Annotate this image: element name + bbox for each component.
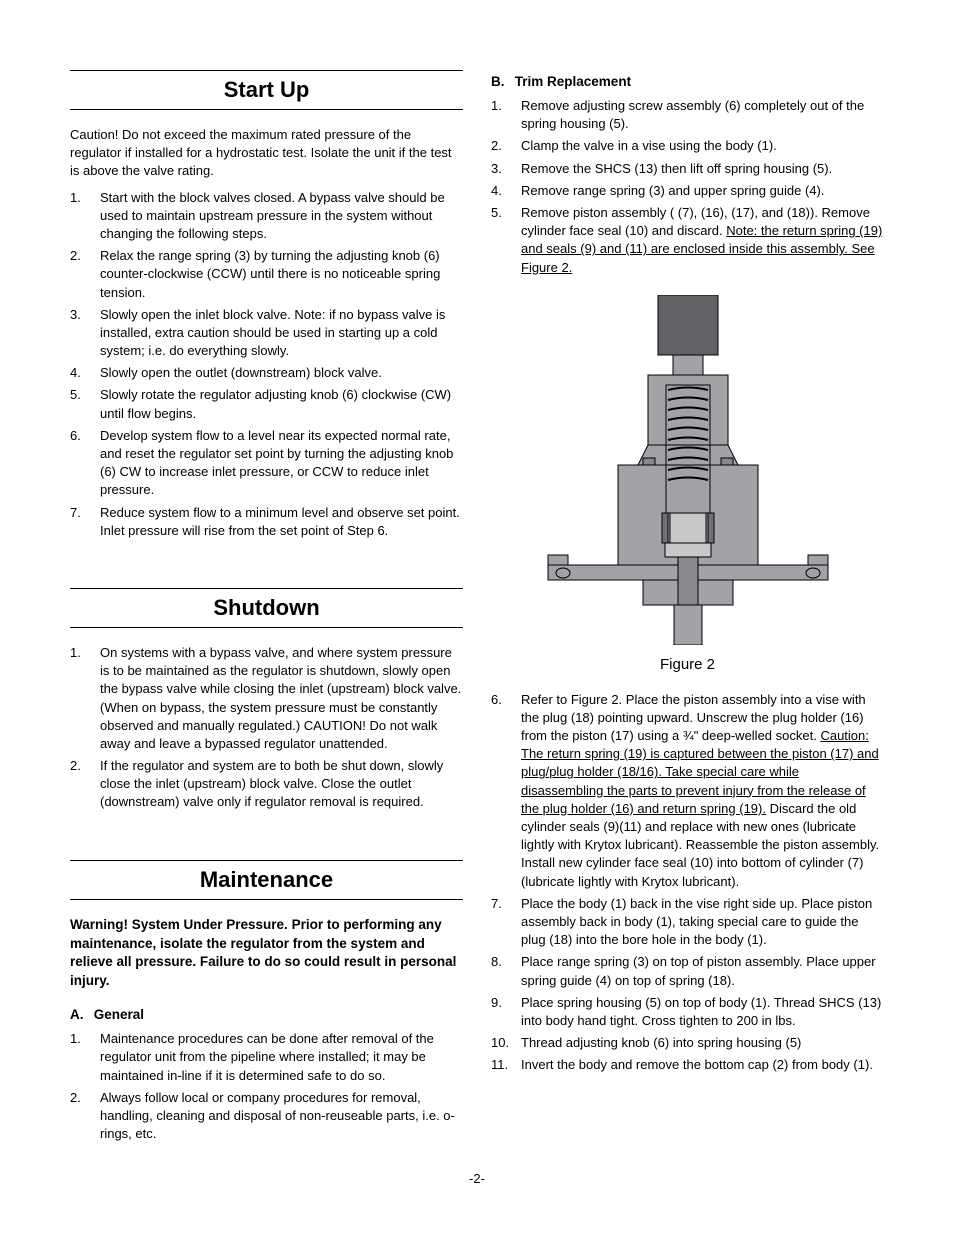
general-item: Always follow local or company procedure… xyxy=(100,1089,463,1144)
startup-item: Slowly rotate the regulator adjusting kn… xyxy=(100,386,463,422)
general-list: 1.Maintenance procedures can be done aft… xyxy=(70,1030,463,1143)
shutdown-item: On systems with a bypass valve, and wher… xyxy=(100,644,463,753)
startup-item: Relax the range spring (3) by turning th… xyxy=(100,247,463,302)
startup-item: Start with the block valves closed. A by… xyxy=(100,189,463,244)
startup-title: Start Up xyxy=(70,70,463,110)
startup-caution: Caution! Do not exceed the maximum rated… xyxy=(70,126,463,181)
trim-list-bottom: 6.Refer to Figure 2. Place the piston as… xyxy=(491,691,884,1075)
startup-item: Slowly open the inlet block valve. Note:… xyxy=(100,306,463,361)
trim-item: Place range spring (3) on top of piston … xyxy=(521,953,884,989)
trim-item: Refer to Figure 2. Place the piston asse… xyxy=(521,691,884,891)
trim-item: Remove adjusting screw assembly (6) comp… xyxy=(521,97,884,133)
shutdown-title: Shutdown xyxy=(70,588,463,628)
trim-list-top: 1.Remove adjusting screw assembly (6) co… xyxy=(491,97,884,277)
maintenance-warning: Warning! System Under Pressure. Prior to… xyxy=(70,916,463,992)
left-column: Start Up Caution! Do not exceed the maxi… xyxy=(70,70,463,1147)
figure-caption: Figure 2 xyxy=(491,656,884,673)
trim-item: Remove range spring (3) and upper spring… xyxy=(521,182,884,200)
maintenance-title: Maintenance xyxy=(70,860,463,900)
general-item: Maintenance procedures can be done after… xyxy=(100,1030,463,1085)
general-subsection: A. General xyxy=(70,1007,463,1022)
trim-item: Invert the body and remove the bottom ca… xyxy=(521,1056,884,1074)
trim-subsection: B. Trim Replacement xyxy=(491,74,884,89)
startup-item: Reduce system flow to a minimum level an… xyxy=(100,504,463,540)
trim-item: Thread adjusting knob (6) into spring ho… xyxy=(521,1034,884,1052)
shutdown-list: 1.On systems with a bypass valve, and wh… xyxy=(70,644,463,812)
figure-2: Figure 2 xyxy=(491,295,884,673)
trim-item: Clamp the valve in a vise using the body… xyxy=(521,137,884,155)
startup-item: Develop system flow to a level near its … xyxy=(100,427,463,500)
shutdown-item: If the regulator and system are to both … xyxy=(100,757,463,812)
trim-item: Place the body (1) back in the vise righ… xyxy=(521,895,884,950)
trim-item: Remove piston assembly ( (7), (16), (17)… xyxy=(521,204,884,277)
page-number: -2- xyxy=(70,1171,884,1186)
startup-item: Slowly open the outlet (downstream) bloc… xyxy=(100,364,463,382)
startup-list: 1.Start with the block valves closed. A … xyxy=(70,189,463,540)
right-column: B. Trim Replacement 1.Remove adjusting s… xyxy=(491,70,884,1147)
trim-item: Place spring housing (5) on top of body … xyxy=(521,994,884,1030)
trim-item: Remove the SHCS (13) then lift off sprin… xyxy=(521,160,884,178)
